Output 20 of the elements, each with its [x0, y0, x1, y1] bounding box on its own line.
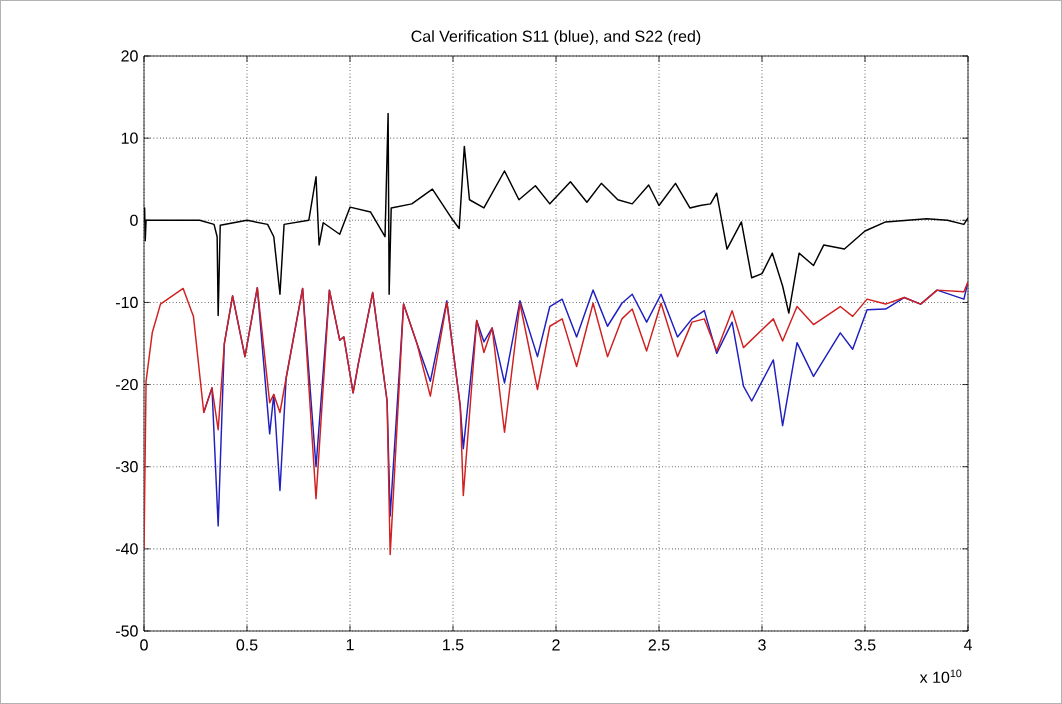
y-tick-label: 10	[121, 132, 138, 144]
chart-title: Cal Verification S11 (blue), and S22 (red)	[411, 30, 701, 46]
y-tick-label: -50	[115, 625, 138, 637]
x-tick-label: 0	[140, 639, 148, 651]
x-tick-label: 4	[963, 639, 972, 651]
x-tick-label: 2.5	[648, 639, 670, 651]
y-tick-label: -20	[115, 378, 138, 391]
x-tick-label: 3	[758, 639, 766, 651]
line-series	[144, 281, 969, 556]
x-tick-label: 3.5	[854, 639, 876, 651]
y-tick-label: -10	[115, 296, 138, 309]
y-tick-label: -30	[115, 461, 138, 473]
y-tick-label: 0	[130, 214, 138, 226]
y-tick-label: 20	[121, 50, 138, 62]
x-tick-label: 0.5	[236, 639, 258, 651]
x-tick-label: 1	[346, 639, 354, 651]
x-tick-label: 1.5	[443, 639, 464, 651]
text: x 10$^{10}$	[919, 669, 962, 683]
x-tick-label: 2	[552, 639, 560, 651]
y-tick-label: -40	[115, 543, 138, 555]
